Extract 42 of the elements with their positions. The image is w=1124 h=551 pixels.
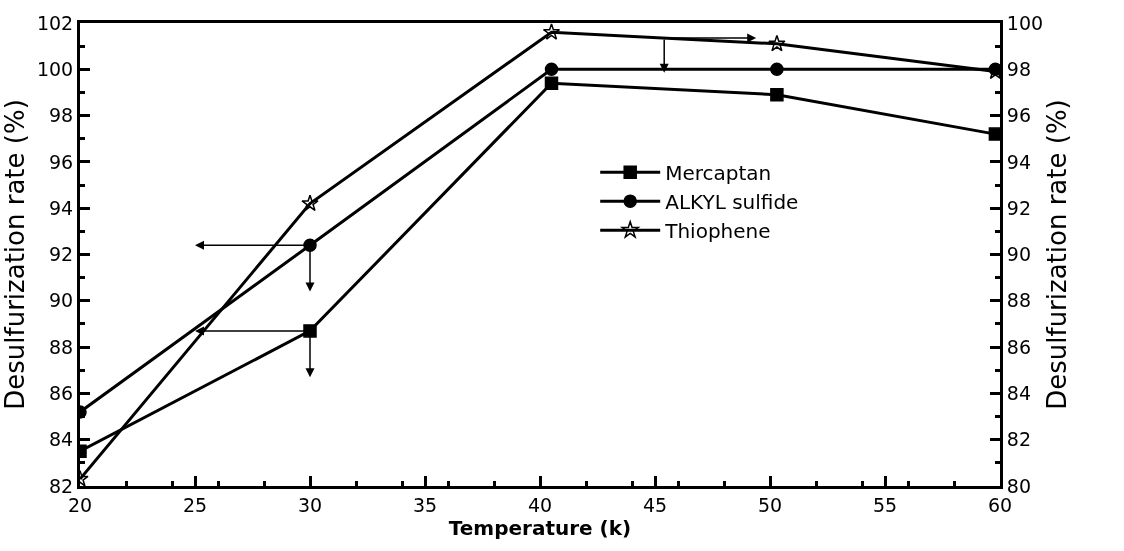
x-tick-label: 25 bbox=[182, 493, 208, 516]
y-tick-label: 86 bbox=[49, 382, 74, 405]
x-tick-label: 35 bbox=[412, 493, 438, 516]
y2-tick-label: 86 bbox=[1006, 335, 1031, 358]
x-tick-label: 30 bbox=[297, 493, 323, 516]
point bbox=[770, 88, 784, 102]
y2-tick-label: 100 bbox=[1006, 11, 1044, 34]
x-tick-label: 50 bbox=[757, 493, 783, 516]
point bbox=[768, 34, 786, 52]
y-tick-label: 96 bbox=[49, 150, 74, 173]
y2-tick-label: 98 bbox=[1006, 57, 1031, 80]
y-tick-label: 88 bbox=[49, 335, 74, 358]
x-tick-label: 45 bbox=[642, 493, 668, 516]
point bbox=[542, 23, 561, 40]
legend-label: Thiophene bbox=[664, 218, 771, 243]
y2-tick-label: 92 bbox=[1006, 196, 1031, 219]
y2-tick-label: 82 bbox=[1006, 428, 1031, 451]
point bbox=[770, 62, 784, 77]
x-tick-label: 40 bbox=[527, 493, 553, 516]
y-tick-label: 94 bbox=[49, 196, 74, 219]
y2-tick-label: 94 bbox=[1006, 150, 1031, 173]
point bbox=[301, 194, 319, 212]
x-axis-title: Temperature (k) bbox=[448, 515, 632, 540]
legend-label: Mercaptan bbox=[665, 160, 772, 185]
y2-tick-label: 88 bbox=[1006, 289, 1031, 312]
y2-tick-label: 96 bbox=[1006, 104, 1031, 127]
y-tick-label: 84 bbox=[49, 428, 74, 451]
y2-tick-label: 84 bbox=[1006, 382, 1031, 405]
point bbox=[303, 324, 317, 338]
y-axis-title: Desulfurization rate (%) bbox=[0, 99, 30, 410]
y-tick-label: 92 bbox=[49, 243, 74, 266]
y2-tick-label: 90 bbox=[1006, 243, 1031, 266]
y-tick-label: 102 bbox=[36, 11, 74, 34]
point bbox=[988, 127, 1000, 141]
y-tick-label: 98 bbox=[49, 104, 74, 127]
legend-label: ALKYL sulfide bbox=[665, 189, 799, 214]
point bbox=[544, 76, 559, 90]
point bbox=[544, 62, 559, 77]
y-tick-label: 100 bbox=[36, 57, 74, 80]
y-tick-label: 90 bbox=[49, 289, 74, 312]
y2-axis-title: Desulfurization rate (%) bbox=[1041, 99, 1072, 410]
x-tick-label: 55 bbox=[872, 493, 898, 516]
